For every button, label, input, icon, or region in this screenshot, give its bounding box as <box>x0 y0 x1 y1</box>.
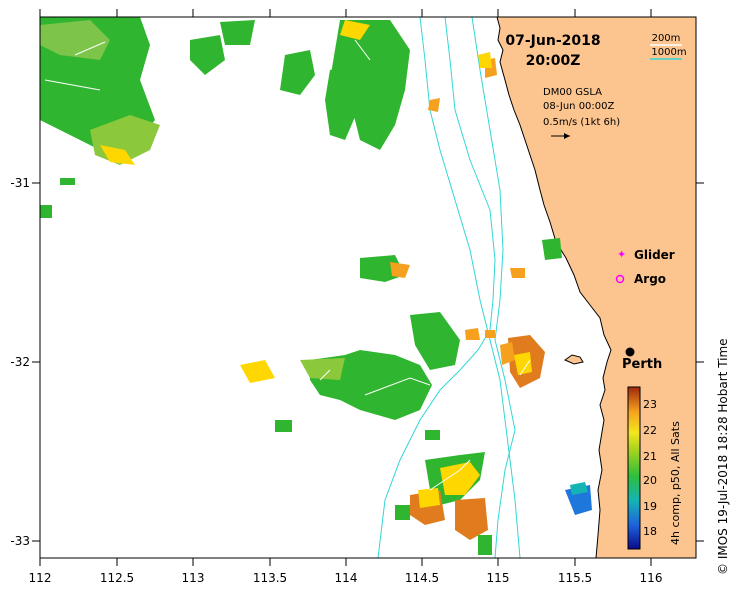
rottnest-island <box>563 354 584 365</box>
x-tick-label: 112 <box>29 571 52 585</box>
colorbar-tick: 22 <box>643 424 657 437</box>
city-label-perth: Perth <box>622 357 662 372</box>
y-tick-label: -32 <box>10 355 30 369</box>
colorbar-tick: 21 <box>643 450 657 463</box>
map-time: 20:00Z <box>526 53 581 69</box>
argo-label: Argo <box>634 272 666 286</box>
depth-legend-deep: 1000m <box>651 47 686 58</box>
map-date: 07-Jun-2018 <box>505 33 600 49</box>
colorbar-label: 4h comp, p50, All Sats <box>669 421 682 545</box>
current-vectors <box>44 39 531 491</box>
sst-patches <box>40 17 592 555</box>
credit-text: © IMOS 19-Jul-2018 18:28 Hobart Time <box>716 338 730 575</box>
land-western-australia <box>496 17 696 558</box>
glider-marker-icon: ✦ <box>617 248 626 261</box>
colorbar <box>627 386 641 550</box>
x-tick-label: 114.5 <box>405 571 439 585</box>
current-scale: 0.5m/s (1kt 6h) <box>543 117 620 128</box>
argo-marker-icon <box>615 274 625 284</box>
x-tick-label: 114 <box>335 571 358 585</box>
colorbar-tick: 19 <box>643 500 657 513</box>
y-tick-label: -31 <box>10 176 30 190</box>
tick-marks <box>32 9 704 566</box>
y-tick-label: -33 <box>10 534 30 548</box>
x-tick-label: 113 <box>182 571 205 585</box>
current-scale-arrow-icon <box>551 133 570 139</box>
current-date: 08-Jun 00:00Z <box>543 101 615 112</box>
current-source: DM00 GSLA <box>543 87 602 98</box>
colorbar-tick: 23 <box>643 398 657 411</box>
x-tick-label: 115.5 <box>558 571 592 585</box>
x-tick-label: 113.5 <box>253 571 287 585</box>
glider-label: Glider <box>634 248 675 262</box>
contour-200m <box>469 17 551 558</box>
x-tick-label: 112.5 <box>100 571 134 585</box>
perth-marker-icon <box>625 347 635 357</box>
colorbar-tick: 20 <box>643 474 657 487</box>
depth-legend-shallow: 200m <box>652 33 681 44</box>
colorbar-tick: 18 <box>643 525 657 538</box>
contour-1000m-c <box>471 17 516 558</box>
x-tick-label: 115 <box>487 571 510 585</box>
plot-frame <box>39 16 697 559</box>
x-tick-label: 116 <box>640 571 663 585</box>
